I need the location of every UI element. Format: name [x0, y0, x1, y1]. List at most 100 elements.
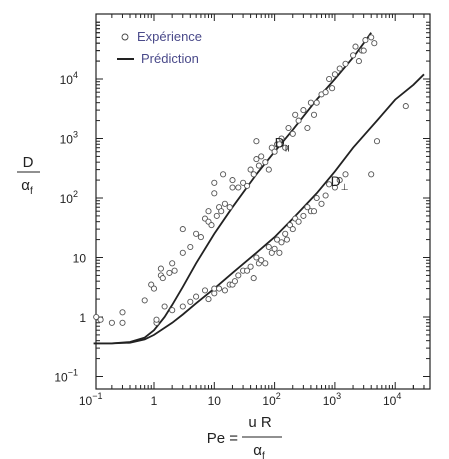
experiment-point-perpendicular — [253, 254, 260, 261]
x-tick-label: 104 — [383, 391, 401, 408]
experiment-point-perpendicular — [304, 204, 311, 211]
y-tick-label: 1 — [79, 311, 86, 325]
experiment-point-parallel — [197, 234, 204, 241]
experiment-point-parallel — [258, 153, 265, 160]
experiment-point-parallel — [268, 144, 275, 151]
experiment-point-parallel — [292, 111, 299, 118]
x-tick-label: 1 — [151, 394, 158, 408]
experiment-point-perpendicular — [231, 278, 238, 285]
experiment-point-parallel — [285, 124, 292, 132]
experiment-point-perpendicular — [373, 138, 381, 145]
experiment-point-parallel — [235, 184, 242, 191]
experiment-point-parallel — [262, 159, 269, 166]
experiment-point-parallel — [141, 297, 148, 304]
experiment-point-perpendicular — [250, 275, 257, 282]
experiment-point-parallel — [253, 156, 260, 163]
experiment-point-perpendicular — [161, 303, 168, 310]
experiment-point-perpendicular — [331, 184, 338, 191]
experiment-point-perpendicular — [289, 226, 296, 233]
experiment-point-parallel — [265, 166, 272, 173]
experiment-point-parallel — [331, 71, 338, 78]
experiment-point-parallel — [278, 135, 285, 142]
experiment-point-perpendicular — [258, 257, 265, 264]
experiment-point-parallel — [93, 313, 100, 321]
experiment-point-perpendicular — [271, 245, 278, 252]
legend-experience-label: Expérience — [137, 29, 202, 44]
x-axis-numerator: u R — [248, 414, 272, 431]
legend-experience-marker — [121, 33, 129, 41]
experiment-point-perpendicular — [282, 230, 289, 237]
experiment-point-parallel — [368, 34, 375, 41]
experiment-point-perpendicular — [169, 307, 176, 314]
experiment-point-perpendicular — [276, 249, 283, 256]
experiment-point-parallel — [329, 85, 336, 92]
experiment-point-parallel — [229, 184, 236, 191]
experiment-point-perpendicular — [235, 272, 242, 279]
x-tick-label: 102 — [262, 391, 280, 408]
experiment-point-perpendicular — [286, 222, 294, 229]
experiment-point-parallel — [276, 141, 283, 148]
experiment-point-perpendicular — [322, 192, 329, 199]
x-tick-label: 10 — [208, 394, 222, 408]
experiment-point-parallel — [150, 285, 158, 292]
experiment-point-perpendicular — [326, 181, 333, 188]
prediction-curve-parallel — [93, 32, 372, 345]
y-tick-label: 102 — [60, 189, 78, 206]
experiment-point-parallel — [229, 177, 236, 184]
experiment-point-perpendicular — [310, 208, 318, 215]
experiment-point-parallel — [307, 99, 314, 106]
experiment-point-perpendicular — [201, 287, 209, 294]
experiment-point-parallel — [159, 275, 166, 282]
experiment-point-parallel — [360, 47, 367, 54]
experiment-point-parallel — [211, 179, 218, 186]
experiment-point-perpendicular — [265, 243, 272, 251]
experiment-point-parallel — [208, 222, 215, 229]
experiment-point-parallel — [362, 37, 369, 44]
experiment-point-parallel — [310, 111, 318, 118]
axis-ticks: 10−1 1 10 102 103 104 10−1 1 10 102 103 104 — [54, 14, 430, 408]
experiment-point-perpendicular — [368, 171, 375, 178]
x-tick-label: 10−1 — [79, 391, 103, 408]
experiment-point-parallel — [171, 267, 178, 274]
experiment-point-perpendicular — [342, 171, 349, 178]
experiment-point-parallel — [271, 148, 278, 155]
experiment-point-perpendicular — [268, 249, 275, 256]
experiment-point-parallel — [355, 58, 362, 65]
x-axis-denominator: αf — [253, 442, 265, 459]
experiment-point-perpendicular — [205, 296, 212, 303]
experiment-point-parallel — [157, 265, 164, 272]
experiment-point-perpendicular — [278, 239, 285, 246]
y-tick-label: 10 — [73, 252, 87, 266]
y-axis-title: D αf — [17, 154, 40, 197]
experiment-point-parallel — [213, 212, 220, 219]
experiment-point-parallel — [148, 281, 155, 288]
experiment-point-parallel — [221, 200, 228, 207]
legend: Expérience Prédiction — [117, 29, 202, 66]
prediction-curve-perpendicular — [93, 73, 425, 345]
experiment-point-parallel — [282, 144, 289, 151]
experiment-point-parallel — [169, 260, 176, 267]
curve-label-perpendicular: D⊥ — [331, 173, 349, 192]
experiment-point-perpendicular — [300, 212, 307, 219]
experiment-point-parallel — [119, 319, 126, 326]
experiment-point-parallel — [371, 40, 378, 47]
experiment-point-perpendicular — [244, 267, 251, 274]
experiment-point-parallel — [304, 124, 311, 132]
curve-labels: DII D⊥ — [275, 135, 349, 192]
experiment-point-parallel — [244, 182, 251, 189]
experiment-point-parallel — [253, 138, 260, 145]
experiment-point-parallel — [179, 249, 186, 256]
experiment-point-perpendicular — [402, 103, 409, 110]
experiment-point-parallel — [220, 171, 227, 178]
experiment-point-parallel — [97, 316, 104, 323]
experiment-point-parallel — [247, 166, 254, 173]
experiment-point-parallel — [179, 226, 186, 233]
experiment-point-parallel — [226, 204, 233, 211]
experiment-point-parallel — [187, 243, 194, 251]
experiment-point-parallel — [255, 162, 262, 169]
experiment-point-perpendicular — [295, 218, 302, 225]
experiment-point-parallel — [250, 171, 257, 178]
experiment-point-perpendicular — [313, 194, 320, 202]
experiment-point-parallel — [119, 309, 126, 316]
